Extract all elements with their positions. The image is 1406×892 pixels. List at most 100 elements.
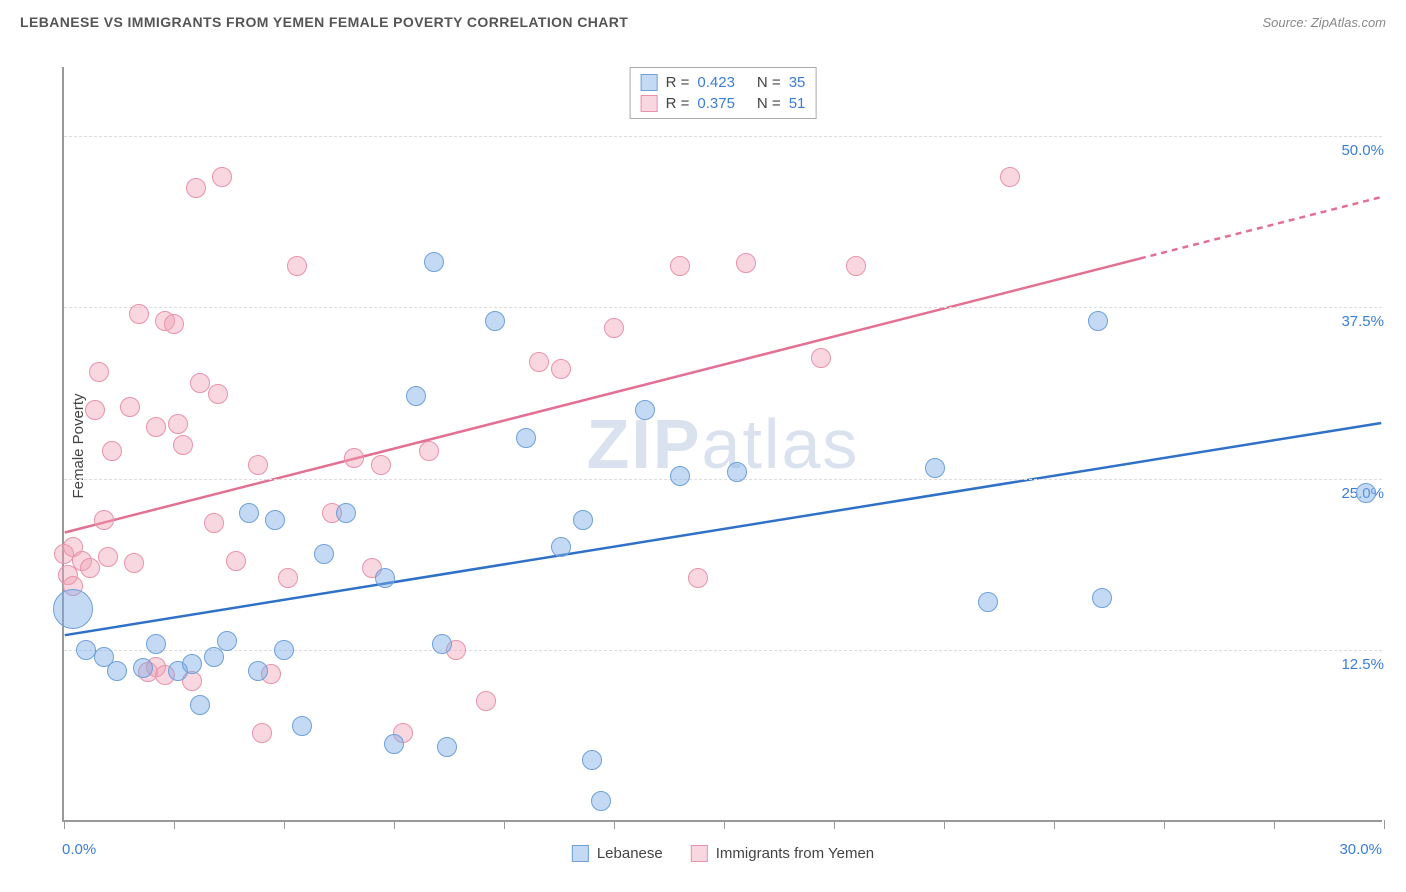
data-point-lebanese	[265, 510, 285, 530]
data-point-lebanese	[635, 400, 655, 420]
data-point-yemen	[85, 400, 105, 420]
data-point-lebanese	[274, 640, 294, 660]
x-tick	[64, 820, 65, 829]
legend-item: Immigrants from Yemen	[691, 845, 874, 862]
data-point-lebanese	[1092, 588, 1112, 608]
data-point-yemen	[846, 256, 866, 276]
x-tick	[504, 820, 505, 829]
data-point-yemen	[102, 441, 122, 461]
data-point-yemen	[278, 568, 298, 588]
data-point-yemen	[371, 455, 391, 475]
x-tick	[724, 820, 725, 829]
data-point-yemen	[252, 723, 272, 743]
data-point-lebanese	[292, 716, 312, 736]
data-point-yemen	[89, 362, 109, 382]
data-point-lebanese	[133, 658, 153, 678]
data-point-yemen	[168, 414, 188, 434]
data-point-lebanese	[204, 647, 224, 667]
x-tick	[944, 820, 945, 829]
watermark: ZIPatlas	[587, 404, 860, 484]
data-point-yemen	[164, 314, 184, 334]
data-point-lebanese	[406, 386, 426, 406]
data-point-lebanese	[182, 654, 202, 674]
correlation-chart: LEBANESE VS IMMIGRANTS FROM YEMEN FEMALE…	[12, 12, 1394, 880]
data-point-lebanese	[53, 589, 93, 629]
data-point-lebanese	[437, 737, 457, 757]
data-point-lebanese	[1356, 483, 1376, 503]
gridline	[64, 136, 1382, 137]
x-tick	[174, 820, 175, 829]
x-tick-label: 30.0%	[1339, 841, 1382, 858]
data-point-lebanese	[424, 252, 444, 272]
legend-stat-row: R =0.423N =35	[641, 72, 806, 93]
data-point-yemen	[173, 435, 193, 455]
data-point-lebanese	[485, 311, 505, 331]
data-point-yemen	[226, 551, 246, 571]
data-point-yemen	[419, 441, 439, 461]
data-point-yemen	[80, 558, 100, 578]
data-point-yemen	[811, 348, 831, 368]
gridline	[64, 650, 1382, 651]
gridline	[64, 479, 1382, 480]
data-point-lebanese	[248, 661, 268, 681]
x-tick	[394, 820, 395, 829]
gridline	[64, 307, 1382, 308]
data-point-lebanese	[432, 634, 452, 654]
data-point-yemen	[120, 397, 140, 417]
data-point-lebanese	[217, 631, 237, 651]
x-tick	[1384, 820, 1385, 829]
y-tick-label: 12.5%	[1341, 656, 1384, 673]
data-point-yemen	[186, 178, 206, 198]
data-point-yemen	[670, 256, 690, 276]
data-point-lebanese	[314, 544, 334, 564]
x-tick	[1054, 820, 1055, 829]
data-point-lebanese	[107, 661, 127, 681]
legend-swatch	[572, 845, 589, 862]
stats-legend: R =0.423N =35R =0.375N =51	[630, 67, 817, 119]
data-point-yemen	[98, 547, 118, 567]
x-tick	[284, 820, 285, 829]
data-point-yemen	[212, 167, 232, 187]
chart-header: LEBANESE VS IMMIGRANTS FROM YEMEN FEMALE…	[12, 12, 1394, 40]
data-point-lebanese	[190, 695, 210, 715]
data-point-yemen	[146, 417, 166, 437]
data-point-lebanese	[978, 592, 998, 612]
data-point-yemen	[476, 691, 496, 711]
data-point-yemen	[94, 510, 114, 530]
data-point-lebanese	[375, 568, 395, 588]
data-point-yemen	[129, 304, 149, 324]
chart-source: Source: ZipAtlas.com	[1262, 15, 1386, 30]
legend-swatch	[641, 74, 658, 91]
data-point-yemen	[124, 553, 144, 573]
data-point-lebanese	[239, 503, 259, 523]
data-point-lebanese	[670, 466, 690, 486]
x-tick	[1164, 820, 1165, 829]
data-point-yemen	[248, 455, 268, 475]
data-point-yemen	[529, 352, 549, 372]
data-point-lebanese	[591, 791, 611, 811]
data-point-lebanese	[573, 510, 593, 530]
data-point-yemen	[688, 568, 708, 588]
legend-label: Immigrants from Yemen	[716, 845, 874, 862]
series-legend: LebaneseImmigrants from Yemen	[572, 845, 874, 862]
x-tick	[614, 820, 615, 829]
legend-swatch	[691, 845, 708, 862]
data-point-lebanese	[551, 537, 571, 557]
data-point-yemen	[551, 359, 571, 379]
data-point-yemen	[287, 256, 307, 276]
data-point-lebanese	[925, 458, 945, 478]
trend-lines-layer	[64, 67, 1382, 820]
x-tick	[1274, 820, 1275, 829]
y-tick-label: 37.5%	[1341, 313, 1384, 330]
data-point-lebanese	[582, 750, 602, 770]
data-point-yemen	[344, 448, 364, 468]
legend-stat-row: R =0.375N =51	[641, 93, 806, 114]
data-point-yemen	[204, 513, 224, 533]
x-tick-label: 0.0%	[62, 841, 96, 858]
data-point-lebanese	[384, 734, 404, 754]
data-point-lebanese	[146, 634, 166, 654]
y-tick-label: 50.0%	[1341, 142, 1384, 159]
data-point-lebanese	[516, 428, 536, 448]
data-point-yemen	[604, 318, 624, 338]
data-point-yemen	[208, 384, 228, 404]
